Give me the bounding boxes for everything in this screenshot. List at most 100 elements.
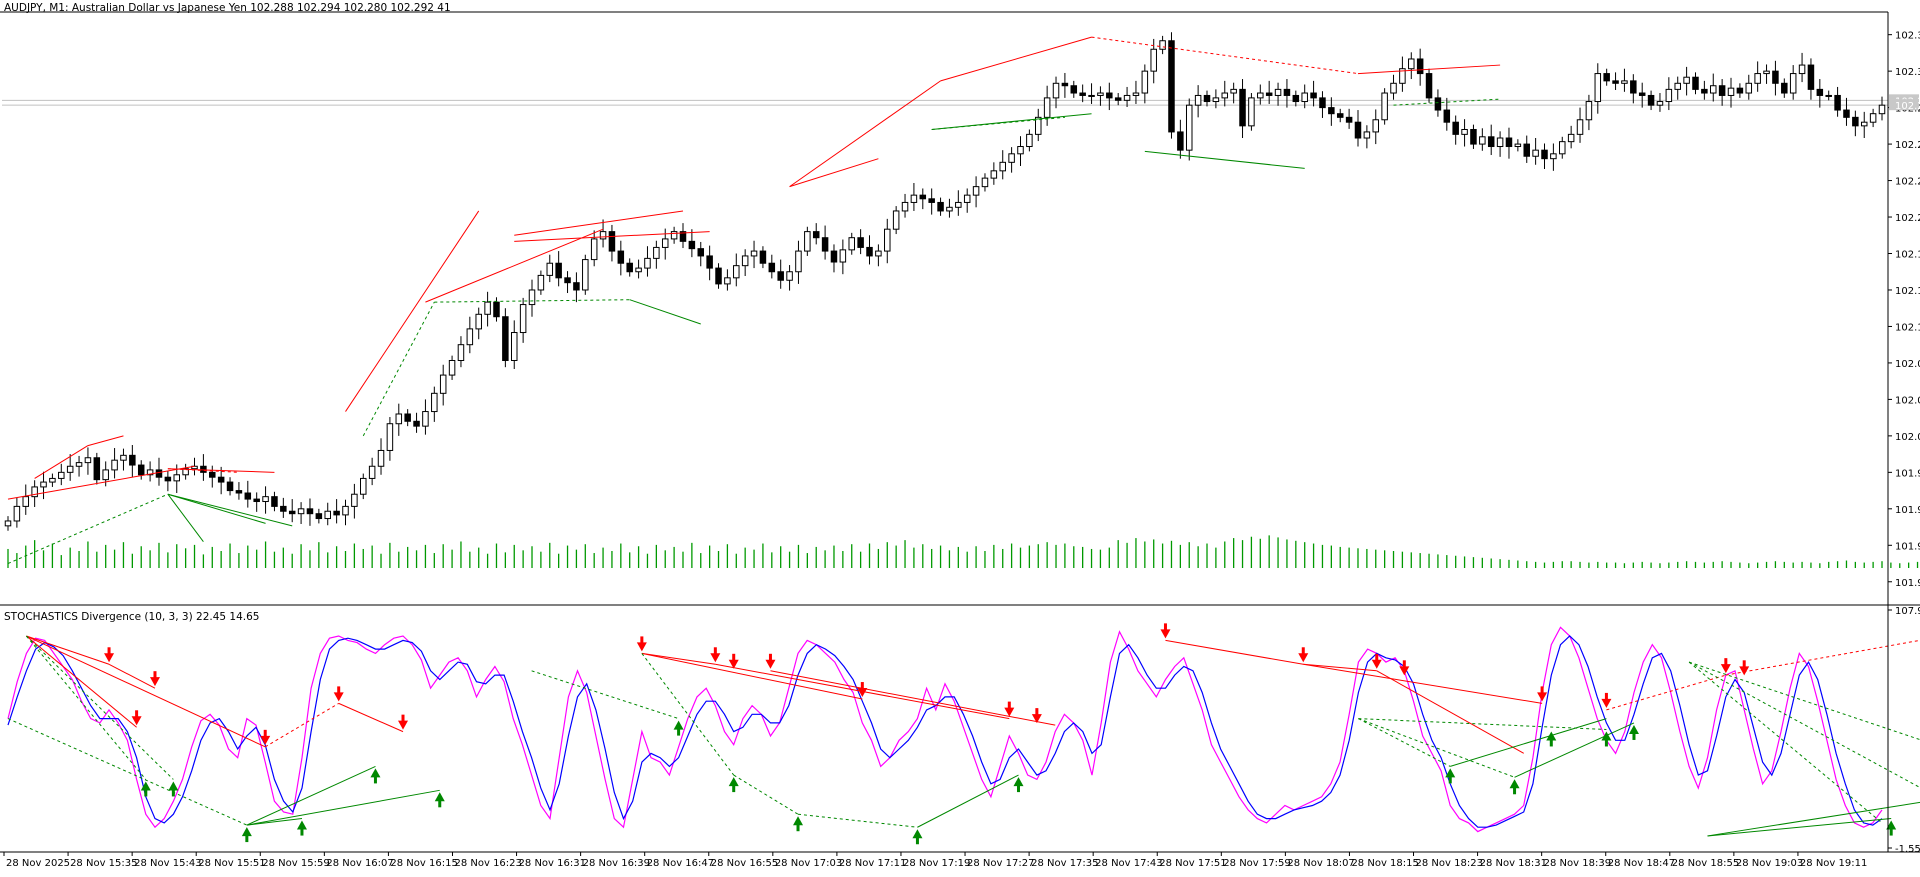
bullish-divergence-line <box>931 116 1065 130</box>
bull-candle <box>750 250 758 257</box>
axes: 102.350102.320102.290102.260102.230102.2… <box>0 11 1920 869</box>
bull-candle <box>13 505 21 522</box>
bull-candle <box>1798 64 1806 75</box>
bull-candle <box>1274 88 1282 96</box>
bullish-divergence-line <box>167 493 204 542</box>
bull-candle <box>972 186 980 196</box>
bear-candle <box>1692 76 1699 90</box>
bull-candle <box>1878 104 1886 115</box>
bullish-arrow-icon <box>912 829 923 839</box>
bull-candle <box>892 210 900 230</box>
bearish-divergence-line <box>641 652 863 700</box>
bullish-divergence-line <box>917 774 1019 828</box>
bear-candle <box>1106 92 1113 99</box>
bear-candle <box>626 262 633 273</box>
bull-candle <box>1159 40 1166 50</box>
bull-candle <box>1665 88 1673 103</box>
bull-candle <box>582 259 589 291</box>
bull-candle <box>84 457 92 464</box>
bull-candle <box>528 289 536 306</box>
bull-candle <box>1372 119 1380 133</box>
bull-candle <box>1727 87 1735 96</box>
bull-candle <box>901 201 909 212</box>
bear-candle <box>226 481 234 492</box>
bear-candle <box>1487 136 1495 148</box>
bear-candle <box>493 301 500 318</box>
price-tick-label: 102.140 <box>1895 286 1920 297</box>
bear-candle <box>1443 109 1451 123</box>
bull-candle <box>475 313 482 330</box>
bull-candle <box>4 520 12 527</box>
bearish-arrow-shaft <box>1301 647 1305 655</box>
bear-candle <box>1114 97 1122 101</box>
bear-candle <box>253 498 260 503</box>
bearish-arrow-shaft <box>1163 623 1167 631</box>
bull-candle <box>981 177 989 188</box>
time-tick-label: 28 Nov 18:15 <box>1351 858 1418 869</box>
current-price-tag-label: 102.292 <box>1895 101 1920 112</box>
bear-candle <box>306 508 314 515</box>
current-price-tag <box>1889 99 1919 111</box>
bull-candle <box>75 462 83 467</box>
bull-candle <box>1408 58 1415 70</box>
bullish-divergence-line <box>1358 718 1515 778</box>
bear-candle <box>1603 73 1610 82</box>
bullish-arrow-icon <box>140 781 151 791</box>
bearish-arrow-shaft <box>263 729 267 737</box>
bearish-divergence-line <box>789 80 941 188</box>
bear-candle <box>271 496 278 507</box>
bull-candle <box>670 231 678 240</box>
bull-candle <box>1035 116 1042 135</box>
time-tick-label: 28 Nov 17:27 <box>967 858 1034 869</box>
bear-candle <box>1319 97 1326 109</box>
bull-candle <box>1496 137 1504 148</box>
bear-candle <box>1834 94 1841 111</box>
bear-candle <box>200 465 207 473</box>
bull-candle <box>66 465 74 473</box>
bearish-arrow-shaft <box>1742 660 1746 668</box>
bear-candle <box>1852 116 1859 127</box>
bear-candle <box>413 420 420 427</box>
bullish-divergence-line <box>362 301 435 437</box>
bull-candle <box>40 481 47 488</box>
bullish-divergence-line <box>25 635 147 780</box>
bearish-arrow-icon <box>131 716 142 726</box>
bull-candle <box>1754 73 1761 84</box>
bull-candle <box>368 465 376 479</box>
bearish-divergence-line <box>1303 663 1543 704</box>
time-tick-label: 28 Nov 18:39 <box>1544 858 1611 869</box>
bull-candle <box>1257 92 1264 99</box>
bearish-arrow-shaft <box>768 653 772 661</box>
bull-candle <box>49 477 56 483</box>
time-tick-label: 28 Nov 17:43 <box>1095 858 1162 869</box>
bear-candle <box>209 471 216 478</box>
bearish-arrow-icon <box>1004 707 1015 717</box>
bull-candle <box>58 471 65 479</box>
time-tick-label: 28 Nov 16:23 <box>454 858 521 869</box>
price-tick-label: 102.320 <box>1895 67 1920 78</box>
bearish-arrow-shaft <box>732 653 736 661</box>
bull-candle <box>661 238 669 248</box>
bear-candle <box>608 231 616 252</box>
bearish-arrow-icon <box>1160 629 1171 639</box>
time-tick-label: 28 Nov 15:51 <box>198 858 265 869</box>
bearish-divergence-line <box>940 36 1092 82</box>
bearish-arrow-icon <box>728 659 739 669</box>
bearish-arrow-icon <box>149 677 160 687</box>
bear-candle <box>697 248 705 257</box>
bull-candle <box>1532 149 1539 157</box>
bearish-arrow-icon <box>1298 653 1309 663</box>
bull-candle <box>1514 143 1522 148</box>
bullish-arrow-icon <box>1509 779 1520 789</box>
bear-candle <box>1345 116 1353 123</box>
bear-candle <box>1079 92 1086 96</box>
bull-candle <box>377 449 385 467</box>
bear-candle <box>1612 80 1619 84</box>
bull-candle <box>1683 76 1690 84</box>
bearish-divergence-line <box>26 635 110 665</box>
bull-candle <box>590 238 598 261</box>
bearish-arrow-icon <box>1399 666 1410 676</box>
time-tick-label: 28 Nov 15:59 <box>262 858 329 869</box>
bear-candle <box>137 464 145 476</box>
bear-candle <box>564 277 571 284</box>
